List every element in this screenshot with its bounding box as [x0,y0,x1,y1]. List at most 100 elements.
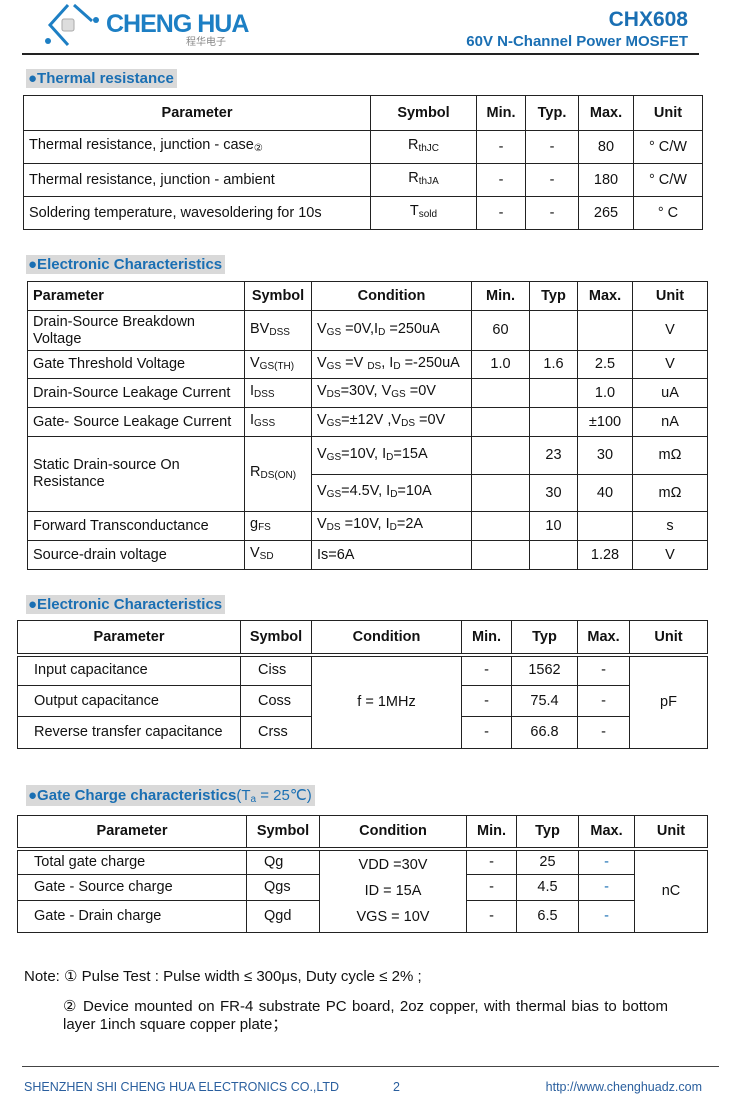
condition-line: VDD =30V [358,857,428,874]
subscript: GS [326,418,342,429]
footer-url[interactable]: http://www.chenghuadz.com [545,1080,702,1094]
cell-max: 180 [578,163,634,197]
subscript: GS [326,451,342,463]
cell-max: - [578,874,635,901]
cell-unit: ° C [633,196,703,230]
cell-max [577,310,633,351]
footer-company: SHENZHEN SHI CHENG HUA ELECTRONICS CO.,L… [24,1080,340,1094]
cell-parameter: Reverse transfer capacitance [17,716,241,749]
cell-symbol: Qgd [246,900,320,933]
column-header-symbol: Symbol [370,95,477,131]
cell-unit: uA [632,378,708,408]
subscript: D [378,326,386,338]
cell-typ [529,378,578,408]
cell-symbol: Coss [240,685,312,717]
cell-typ: - [525,130,579,164]
column-header-unit: Unit [632,281,708,311]
page-number: 2 [393,1080,400,1094]
cell-min [471,407,530,437]
column-header-unit: Unit [633,95,703,131]
cell-min: - [476,163,526,197]
cell-symbol: VSD [244,540,312,570]
cell-typ: 1.6 [529,350,578,379]
cell-typ [529,407,578,437]
section-gate-charge: ●Gate Charge characteristics(Ta = 25℃) [26,785,315,806]
cell-parameter: Gate- Source Leakage Current [27,407,245,437]
cell-min [471,540,530,570]
column-header-parameter: Parameter [17,815,247,851]
logo-text: CHENG HUA [106,10,249,38]
cell-max: 1.28 [577,540,633,570]
cell-typ [529,540,578,570]
cell-max: 265 [578,196,634,230]
subscript: D [393,360,401,372]
subscript: DS(ON) [260,470,297,481]
header-row: Parameter Symbol Condition Min. Typ Max. Unit [27,281,708,311]
cell-max: 30 [577,436,633,475]
cell-max: - [577,716,630,749]
column-header-max: Max. [577,281,633,311]
header-row: Parameter Symbol Condition Min. Typ Max. Unit [17,815,708,851]
cell-min [471,378,530,408]
column-header-typ: Typ [529,281,578,311]
table-row: Drain-Source Leakage Current IDSS VDS=30V,… [27,378,708,408]
cell-typ: - [525,196,579,230]
subscript: D [386,451,394,463]
cell-condition: VDD =30V ID = 15A VGS = 10V [319,848,467,933]
cell-parameter: Thermal resistance, junction - ambient [23,163,371,197]
cell-min: - [461,654,512,686]
subscript: ② [253,143,263,154]
cell-parameter: Drain-Source Breakdown Voltage [27,310,245,351]
table-row: Gate Threshold Voltage VGS(TH) VGS =V DS, … [27,350,708,379]
column-header-parameter: Parameter [17,620,241,657]
cell-max [577,511,633,541]
column-header-parameter: Parameter [27,281,245,311]
logo-chinese-text: 程华电子 [186,37,226,48]
thermal-resistance-table: Parameter Symbol Min. Typ. Max. Unit Thermal r… [23,95,703,230]
cell-symbol: gFS [244,511,312,541]
cell-min: - [476,196,526,230]
gate-charge-table: Parameter Symbol Condition Min. Typ Max. Unit T… [17,815,708,933]
cell-min: 60 [471,310,530,351]
subscript: GS [326,360,342,372]
column-header-max: Max. [578,815,635,851]
header-row: Parameter Symbol Condition Min. Typ Max. Unit [17,620,708,657]
cell-symbol: Qgs [246,874,320,901]
cell-min [471,511,530,541]
column-header-symbol: Symbol [244,281,312,311]
cell-parameter: Drain-Source Leakage Current [27,378,245,408]
column-header-condition: Condition [311,281,472,311]
subscript: a [250,794,257,805]
subscript: DS [367,360,382,372]
subscript: sold [418,209,438,220]
cell-symbol: Tsold [370,196,477,230]
cell-typ: 1562 [511,654,578,686]
cell-symbol: IGSS [244,407,312,437]
subscript: GS [326,489,342,500]
cell-max: 80 [578,130,634,164]
cell-parameter: Total gate charge [17,848,247,875]
cell-parameter: Output capacitance [17,685,241,717]
cell-unit: V [632,310,708,351]
cell-max: 2.5 [577,350,633,379]
cell-typ: 66.8 [511,716,578,749]
table-row: Input capacitance Ciss f = 1MHz -1562- pF [17,654,708,749]
cell-unit: nA [632,407,708,437]
cell-typ: - [525,163,579,197]
gate-charge-condition: (Ta = 25℃) [236,787,312,805]
cell-min: - [466,874,517,901]
subscript: GSS [254,418,276,429]
cell-max: - [577,654,630,686]
cell-condition: VDS =10V, ID=2A [311,511,472,541]
cell-max: 40 [577,474,633,512]
cell-condition: VGS=±12V ,VDS =0V [311,407,472,437]
column-header-min: Min. [476,95,526,131]
table-row: Forward Transconductance gFS VDS =10V, ID=… [27,511,708,541]
table-row: Total gate charge Qg VDD =30V ID = 15A VGS =… [17,848,708,933]
gate-charge-title: ●Gate Charge characteristics [28,787,237,804]
condition-line: VGS = 10V [356,909,430,926]
cell-parameter: Thermal resistance, junction - case② [23,130,371,164]
note-1: Note: ① Pulse Test : Pulse width ≤ 300μs… [24,968,422,985]
column-header-symbol: Symbol [240,620,312,657]
part-number: CHX608 [608,8,688,31]
